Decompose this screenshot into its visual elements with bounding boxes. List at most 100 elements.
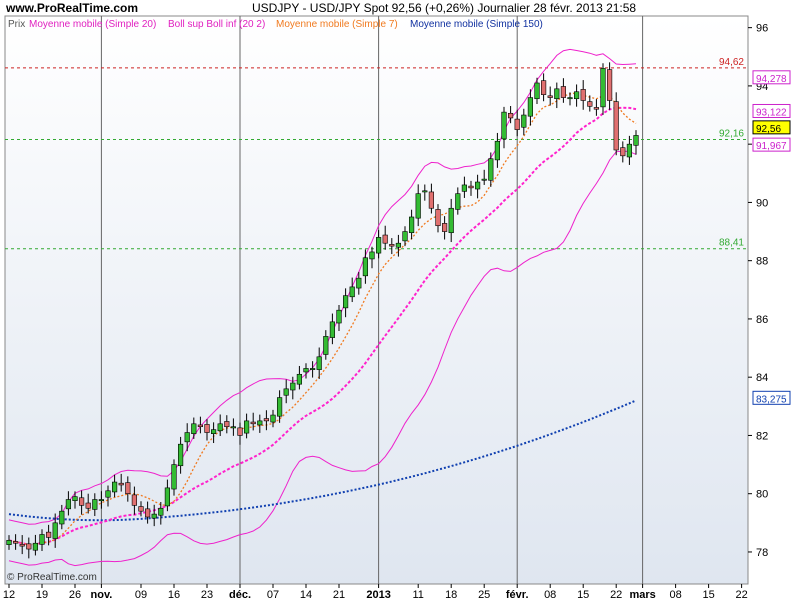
candle-body (283, 388, 289, 396)
x-tick-label: déc. (229, 589, 251, 600)
candle-body (408, 216, 415, 234)
candle-body (461, 184, 468, 192)
value-label: 92,56 (756, 124, 781, 135)
x-tick-label: 26 (69, 589, 81, 600)
candle-body (534, 82, 540, 100)
candle-body (626, 143, 632, 158)
x-tick-label: 09 (135, 589, 147, 600)
candle-body (580, 89, 586, 101)
candle-body (501, 111, 507, 140)
value-label: 94,278 (756, 74, 787, 85)
candle-body (633, 135, 639, 146)
y-tick-label: 84 (756, 372, 768, 384)
candle-body (402, 231, 408, 242)
candle-body (540, 80, 547, 95)
x-axis: 12 19 26 nov. 09 16 23 déc. 07 14 21 2013 11 18 25 févr… (3, 584, 748, 600)
candle-body (112, 481, 118, 493)
candle-body (389, 244, 395, 247)
candle-body (507, 112, 514, 119)
level-label: 92,16 (719, 129, 744, 140)
candle-body (296, 373, 303, 385)
y-tick-label: 96 (756, 23, 768, 35)
candle-body (342, 295, 349, 309)
candle-body (554, 88, 560, 100)
indicator-lines (8, 48, 637, 567)
candle-body (26, 543, 32, 550)
candle-body (237, 427, 243, 436)
level-label: 88,41 (719, 238, 744, 249)
copyright: © ProRealTime.com (7, 572, 97, 583)
candle-body (125, 482, 131, 495)
x-tick-label: mars (629, 589, 655, 600)
candle-body (197, 424, 204, 428)
candle-body (230, 426, 237, 429)
y-tick-label: 86 (756, 314, 768, 326)
candle-body (85, 502, 91, 509)
candle-body (316, 356, 322, 370)
candle-body (39, 534, 45, 545)
x-tick-label: 18 (445, 589, 457, 600)
candle-body (481, 178, 487, 181)
candle-body (395, 242, 402, 248)
candle-body (455, 193, 461, 210)
candle-body (488, 158, 494, 181)
candle-body (560, 86, 566, 98)
x-tick-label: 23 (201, 589, 213, 600)
candle-body (145, 508, 151, 518)
y-tick-label: 78 (756, 547, 768, 559)
legend-price: Prix (8, 19, 25, 30)
candle-body (105, 490, 111, 498)
candle-body (211, 429, 217, 434)
x-tick-label: 15 (702, 589, 714, 600)
candle-body (59, 510, 65, 525)
candle-body (131, 494, 138, 506)
x-tick-label: 22 (610, 589, 622, 600)
sma150-line (8, 399, 637, 522)
x-tick-label: 15 (577, 589, 589, 600)
value-label-box (752, 70, 791, 85)
candle-body (164, 487, 171, 507)
candle-body (191, 423, 197, 434)
candle-body (606, 69, 613, 101)
legend-sma7: Moyenne mobile (Simple 7) (276, 19, 398, 30)
candle-body (323, 336, 329, 355)
candle-body (441, 223, 448, 232)
chart-title: USDJPY - USD/JPY Spot 92,56 (+0,26%) Jou… (252, 1, 636, 15)
candle-body (573, 91, 580, 100)
candle-body (527, 97, 533, 117)
candle-body (375, 237, 382, 254)
candle-body (382, 234, 388, 244)
x-tick-label: 08 (669, 589, 681, 600)
candle-body (474, 181, 481, 190)
candle-body (217, 423, 223, 432)
x-tick-label: 19 (36, 589, 48, 600)
candle-body (151, 513, 157, 519)
candle-body (600, 68, 606, 108)
candle-body (494, 140, 501, 161)
candle-body (336, 309, 342, 324)
x-tick-label: 16 (168, 589, 180, 600)
candle-body (244, 420, 250, 434)
candle-body (45, 531, 52, 538)
candle-body (118, 482, 124, 486)
candle-body (415, 193, 421, 219)
candle-body (547, 95, 553, 98)
x-tick-label: nov. (91, 589, 113, 600)
candle-body (613, 101, 619, 151)
candle-body (369, 251, 375, 260)
plot-area (4, 15, 749, 585)
candle-body (224, 421, 230, 428)
x-tick-label: 07 (267, 589, 279, 600)
candle-body (329, 321, 336, 338)
candle-body (620, 147, 626, 157)
y-tick-label: 80 (756, 489, 768, 501)
level-label: 94,62 (719, 57, 744, 68)
value-label-box (752, 137, 791, 152)
x-tick-label: 08 (544, 589, 556, 600)
x-tick-label: 14 (300, 589, 312, 600)
candle-body (428, 191, 435, 209)
candle-body (52, 522, 58, 539)
y-tick-label: 82 (756, 430, 768, 442)
candle-body (257, 420, 263, 426)
